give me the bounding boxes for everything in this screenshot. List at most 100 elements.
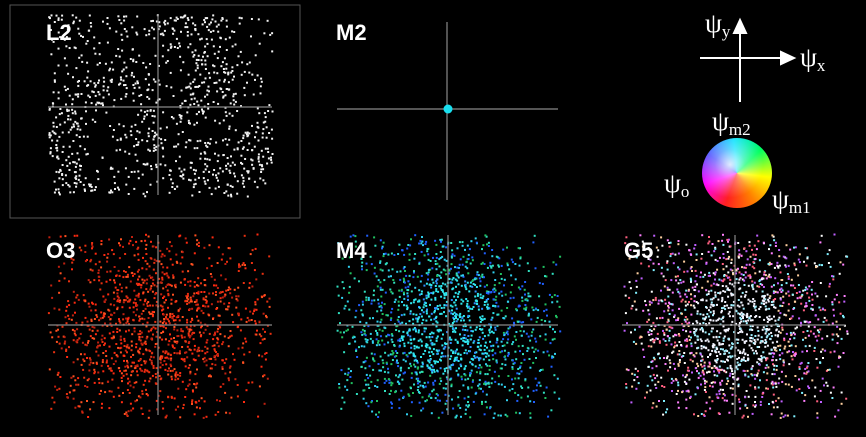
point	[242, 264, 244, 266]
point	[142, 353, 144, 355]
point	[72, 314, 74, 316]
point	[428, 316, 430, 318]
point	[187, 35, 189, 37]
point	[59, 343, 61, 345]
point	[136, 160, 138, 162]
point	[486, 353, 488, 355]
point	[257, 234, 259, 236]
point	[56, 15, 58, 17]
point	[199, 158, 201, 160]
point	[665, 363, 667, 365]
point	[462, 274, 464, 276]
point	[377, 379, 379, 381]
point	[375, 330, 377, 332]
point	[808, 285, 810, 287]
point	[125, 271, 127, 273]
point	[454, 352, 456, 354]
point	[393, 254, 395, 256]
point	[268, 104, 270, 106]
point	[766, 277, 768, 279]
point	[811, 304, 813, 306]
point	[151, 328, 153, 330]
point	[765, 330, 767, 332]
point	[759, 364, 761, 366]
point	[344, 308, 346, 310]
point	[135, 343, 137, 345]
point	[727, 380, 729, 382]
point	[225, 412, 227, 414]
point	[401, 314, 403, 316]
point	[107, 381, 109, 383]
point	[141, 139, 143, 141]
point	[772, 356, 774, 358]
point	[768, 248, 770, 250]
point	[136, 34, 138, 36]
point	[683, 352, 685, 354]
point	[170, 86, 172, 88]
point	[536, 389, 538, 391]
point	[131, 236, 133, 238]
point	[56, 150, 58, 152]
point	[736, 310, 738, 312]
point	[204, 60, 206, 62]
point	[113, 176, 115, 178]
point	[757, 330, 759, 332]
point	[94, 382, 96, 384]
point	[141, 267, 143, 269]
point	[174, 46, 176, 48]
point	[214, 355, 216, 357]
point	[222, 91, 224, 93]
point	[164, 357, 166, 359]
point	[362, 304, 364, 306]
point	[223, 81, 225, 83]
point	[223, 303, 225, 305]
point	[109, 332, 111, 334]
point	[657, 249, 659, 251]
point	[137, 279, 139, 281]
point	[271, 138, 273, 140]
point	[127, 317, 129, 319]
point	[144, 300, 146, 302]
point	[771, 252, 773, 254]
point	[55, 189, 57, 191]
point	[259, 43, 261, 45]
point	[719, 366, 721, 368]
point	[493, 288, 495, 290]
point	[134, 327, 136, 329]
point	[156, 166, 158, 168]
point	[665, 303, 667, 305]
point	[250, 159, 252, 161]
point	[245, 132, 247, 134]
point	[211, 303, 213, 305]
point	[369, 317, 371, 319]
point	[175, 301, 177, 303]
point	[187, 46, 189, 48]
point	[511, 366, 513, 368]
point	[215, 21, 217, 23]
point	[808, 370, 810, 372]
point	[425, 302, 427, 304]
point	[703, 365, 705, 367]
point	[130, 410, 132, 412]
point	[476, 286, 478, 288]
point	[443, 293, 445, 295]
point	[205, 168, 207, 170]
point	[55, 133, 57, 135]
point	[701, 366, 703, 368]
point	[167, 290, 169, 292]
point	[141, 343, 143, 345]
point	[508, 268, 510, 270]
point	[215, 174, 217, 176]
point	[833, 315, 835, 317]
point	[269, 298, 271, 300]
point	[162, 331, 164, 333]
point	[365, 297, 367, 299]
point	[373, 299, 375, 301]
point	[391, 253, 393, 255]
point	[696, 335, 698, 337]
point	[539, 335, 541, 337]
point	[90, 80, 92, 82]
point	[150, 258, 152, 260]
point	[65, 174, 67, 176]
point	[78, 80, 80, 82]
